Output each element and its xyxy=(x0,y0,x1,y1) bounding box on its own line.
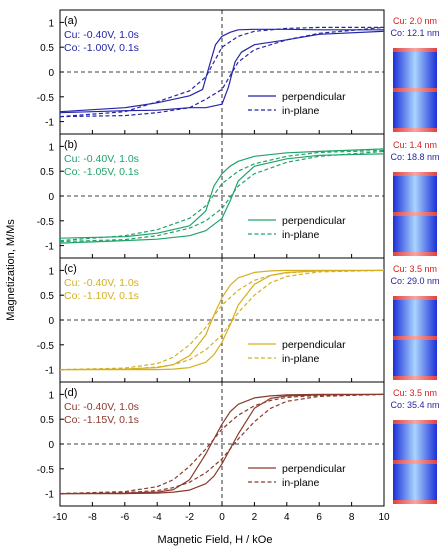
cu-layer xyxy=(393,252,437,256)
cu-layer xyxy=(393,336,437,340)
cu-layer xyxy=(393,48,437,52)
deposition-condition: Co: -1.05V, 0.1s xyxy=(64,166,139,178)
y-tick-label: 0.5 xyxy=(40,415,54,426)
in-plane-upper-branch xyxy=(59,149,385,242)
y-tick-label: -0.5 xyxy=(37,93,55,104)
layer-thickness: Co: 29.0 nm xyxy=(390,276,439,286)
y-tick-label: 0 xyxy=(48,192,54,203)
deposition-condition: Cu: -0.40V, 1.0s xyxy=(64,29,139,41)
y-tick-label: 0 xyxy=(48,440,54,451)
cu-layer xyxy=(393,376,437,380)
y-tick-label: 0.5 xyxy=(40,291,54,302)
deposition-condition: Co: -1.10V, 0.1s xyxy=(64,290,139,302)
y-tick-label: 0.5 xyxy=(40,43,54,54)
deposition-condition: Co: -1.00V, 0.1s xyxy=(64,42,139,54)
x-tick-label: -2 xyxy=(185,512,194,523)
in-plane-lower-branch xyxy=(59,269,385,371)
perpendicular-upper-branch xyxy=(59,269,384,371)
x-tick-label: 2 xyxy=(252,512,258,523)
cu-layer xyxy=(393,88,437,92)
legend-perpendicular: perpendicular xyxy=(282,463,346,475)
x-tick-label: -10 xyxy=(53,512,68,523)
layer-thickness: Co: 35.4 nm xyxy=(390,400,439,410)
panel-label: (c) xyxy=(64,263,77,275)
in-plane-upper-branch xyxy=(59,393,385,495)
in-plane-lower-branch xyxy=(59,150,385,243)
x-axis-label: Magnetic Field, H / kOe xyxy=(158,534,273,546)
in-plane-upper-branch xyxy=(59,269,385,371)
y-tick-label: -0.5 xyxy=(37,217,55,228)
perpendicular-upper-branch xyxy=(59,393,384,495)
y-tick-label: 0.5 xyxy=(40,167,54,178)
cu-layer xyxy=(393,128,437,132)
y-tick-label: 1 xyxy=(48,18,54,29)
panel-label: (b) xyxy=(64,139,77,151)
layer-thickness: Cu: 3.5 nm xyxy=(393,264,437,274)
cu-layer xyxy=(393,500,437,504)
layer-thickness: Co: 12.1 nm xyxy=(390,28,439,38)
legend-in-plane: in-plane xyxy=(282,229,320,241)
x-tick-label: 8 xyxy=(349,512,355,523)
cu-layer xyxy=(393,212,437,216)
in-plane-upper-branch xyxy=(59,26,384,118)
deposition-condition: Cu: -0.40V, 1.0s xyxy=(64,153,139,165)
x-tick-label: -8 xyxy=(88,512,97,523)
x-tick-label: -4 xyxy=(153,512,162,523)
panel-label: (a) xyxy=(64,15,77,27)
legend-in-plane: in-plane xyxy=(282,105,320,117)
in-plane-lower-branch xyxy=(59,393,385,495)
x-tick-label: 6 xyxy=(316,512,322,523)
x-tick-label: 10 xyxy=(378,512,390,523)
y-tick-label: -1 xyxy=(45,242,54,253)
y-tick-label: 1 xyxy=(48,266,54,277)
y-tick-label: 1 xyxy=(48,390,54,401)
perpendicular-lower-branch xyxy=(59,30,385,114)
y-tick-label: -0.5 xyxy=(37,465,55,476)
perpendicular-lower-branch xyxy=(60,393,385,495)
cu-layer xyxy=(393,172,437,176)
y-tick-label: -1 xyxy=(45,490,54,501)
legend-perpendicular: perpendicular xyxy=(282,215,346,227)
cu-layer xyxy=(393,296,437,300)
cu-layer xyxy=(393,460,437,464)
perpendicular-upper-branch xyxy=(59,148,385,239)
layer-thickness: Cu: 2.0 nm xyxy=(393,16,437,26)
cu-layer xyxy=(393,420,437,424)
x-tick-label: 0 xyxy=(219,512,225,523)
deposition-condition: Cu: -0.40V, 1.0s xyxy=(64,277,139,289)
y-tick-label: -0.5 xyxy=(37,341,55,352)
y-tick-label: 1 xyxy=(48,142,54,153)
y-tick-label: 0 xyxy=(48,68,54,79)
layer-thickness: Cu: 1.4 nm xyxy=(393,140,437,150)
perpendicular-upper-branch xyxy=(59,28,384,113)
y-axis-label: Magnetization, M/Ms xyxy=(5,219,17,321)
in-plane-lower-branch xyxy=(59,26,385,118)
layer-thickness: Co: 18.8 nm xyxy=(390,152,439,162)
legend-perpendicular: perpendicular xyxy=(282,339,346,351)
perpendicular-lower-branch xyxy=(59,153,385,244)
deposition-condition: Cu: -0.40V, 1.0s xyxy=(64,401,139,413)
legend-in-plane: in-plane xyxy=(282,353,320,365)
legend-perpendicular: perpendicular xyxy=(282,91,346,103)
panel-label: (d) xyxy=(64,387,77,399)
y-tick-label: -1 xyxy=(45,366,54,377)
x-tick-label: 4 xyxy=(284,512,290,523)
deposition-condition: Co: -1.15V, 0.1s xyxy=(64,414,139,426)
legend-in-plane: in-plane xyxy=(282,477,320,489)
y-tick-label: -1 xyxy=(45,118,54,129)
panel-4: 1 0.5 0 -0.5 -1 -10 -8 -6 -4 -2 0 2 4 6 8 10 (d) Cu: -0.4… xyxy=(37,381,440,523)
x-tick-label: -6 xyxy=(120,512,129,523)
y-tick-label: 0 xyxy=(48,316,54,327)
layer-thickness: Cu: 3.5 nm xyxy=(393,388,437,398)
